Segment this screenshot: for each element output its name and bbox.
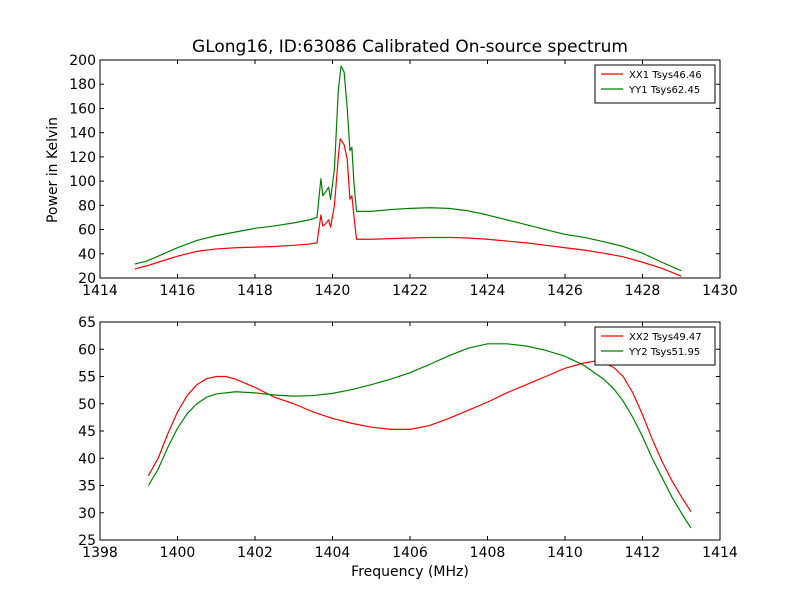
- x-tick-label: 1408: [470, 545, 506, 561]
- x-tick-label: 1414: [82, 283, 118, 299]
- x-tick-label: 1424: [470, 283, 506, 299]
- legend-box: [594, 64, 716, 104]
- y-tick-label: 60: [78, 223, 96, 239]
- legend-label: XX2 Tsys49.47: [629, 332, 702, 343]
- y-tick-label: 60: [78, 342, 96, 358]
- y-tick-label: 50: [78, 397, 96, 413]
- y-axis-label-top: Power in Kelvin: [45, 117, 61, 223]
- x-tick-label: 1418: [237, 283, 273, 299]
- legend: XX2 Tsys49.47 YY2 Tsys51.95: [594, 326, 716, 366]
- y-tick-label: 45: [78, 424, 96, 440]
- plot-panel-top: 1414 1416 1418 1420 1422 1424 1426 1428 1430 20 40…: [69, 53, 738, 299]
- legend-label: YY2 Tsys51.95: [628, 347, 700, 358]
- y-tick-label: 100: [69, 174, 96, 190]
- x-tick-label: 1400: [160, 545, 196, 561]
- y-tick-label: 160: [69, 101, 96, 117]
- y-tick-label: 30: [78, 506, 96, 522]
- x-tick-label: 1430: [702, 283, 738, 299]
- y-tick-label: 55: [78, 370, 96, 386]
- x-tick-label: 1412: [625, 545, 661, 561]
- series-line-yy: [147, 343, 692, 529]
- legend-box: [594, 326, 716, 366]
- x-axis-label-bottom: Frequency (MHz): [351, 564, 469, 580]
- y-tick-label: 120: [69, 150, 96, 166]
- y-tick-label: 35: [78, 479, 96, 495]
- legend-label: YY1 Tsys62.45: [628, 85, 700, 96]
- y-tick-label: 20: [78, 271, 96, 287]
- x-tick-label: 1410: [547, 545, 583, 561]
- y-tick-label: 40: [78, 451, 96, 467]
- x-tick-label: 1422: [392, 283, 428, 299]
- x-tick-label: 1404: [315, 545, 351, 561]
- x-tick-label: 1420: [315, 283, 351, 299]
- x-tick-label: 1398: [82, 545, 118, 561]
- x-tick-label: 1416: [160, 283, 196, 299]
- y-tick-label: 200: [69, 53, 96, 69]
- y-tick-label: 80: [78, 198, 96, 214]
- legend: XX1 Tsys46.46 YY1 Tsys62.45: [594, 64, 716, 104]
- x-tick-label: 1406: [392, 545, 428, 561]
- y-tick-label: 140: [69, 126, 96, 142]
- series-line-xx: [147, 360, 692, 512]
- x-tick-label: 1428: [625, 283, 661, 299]
- y-tick-label: 65: [78, 315, 96, 331]
- chart-title: GLong16, ID:63086 Calibrated On-source s…: [192, 37, 628, 57]
- series-line-xx: [134, 138, 682, 277]
- y-tick-label: 40: [78, 247, 96, 263]
- x-tick-label: 1414: [702, 545, 738, 561]
- legend-label: XX1 Tsys46.46: [629, 70, 702, 81]
- plot-panel-bottom: 1398 1400 1402 1404 1406 1408 1410 1412 1414 25 30…: [78, 315, 738, 561]
- x-tick-label: 1426: [547, 283, 583, 299]
- series-line-yy: [134, 65, 682, 272]
- y-tick-label: 180: [69, 77, 96, 93]
- y-tick-label: 25: [78, 533, 96, 549]
- x-tick-label: 1402: [237, 545, 273, 561]
